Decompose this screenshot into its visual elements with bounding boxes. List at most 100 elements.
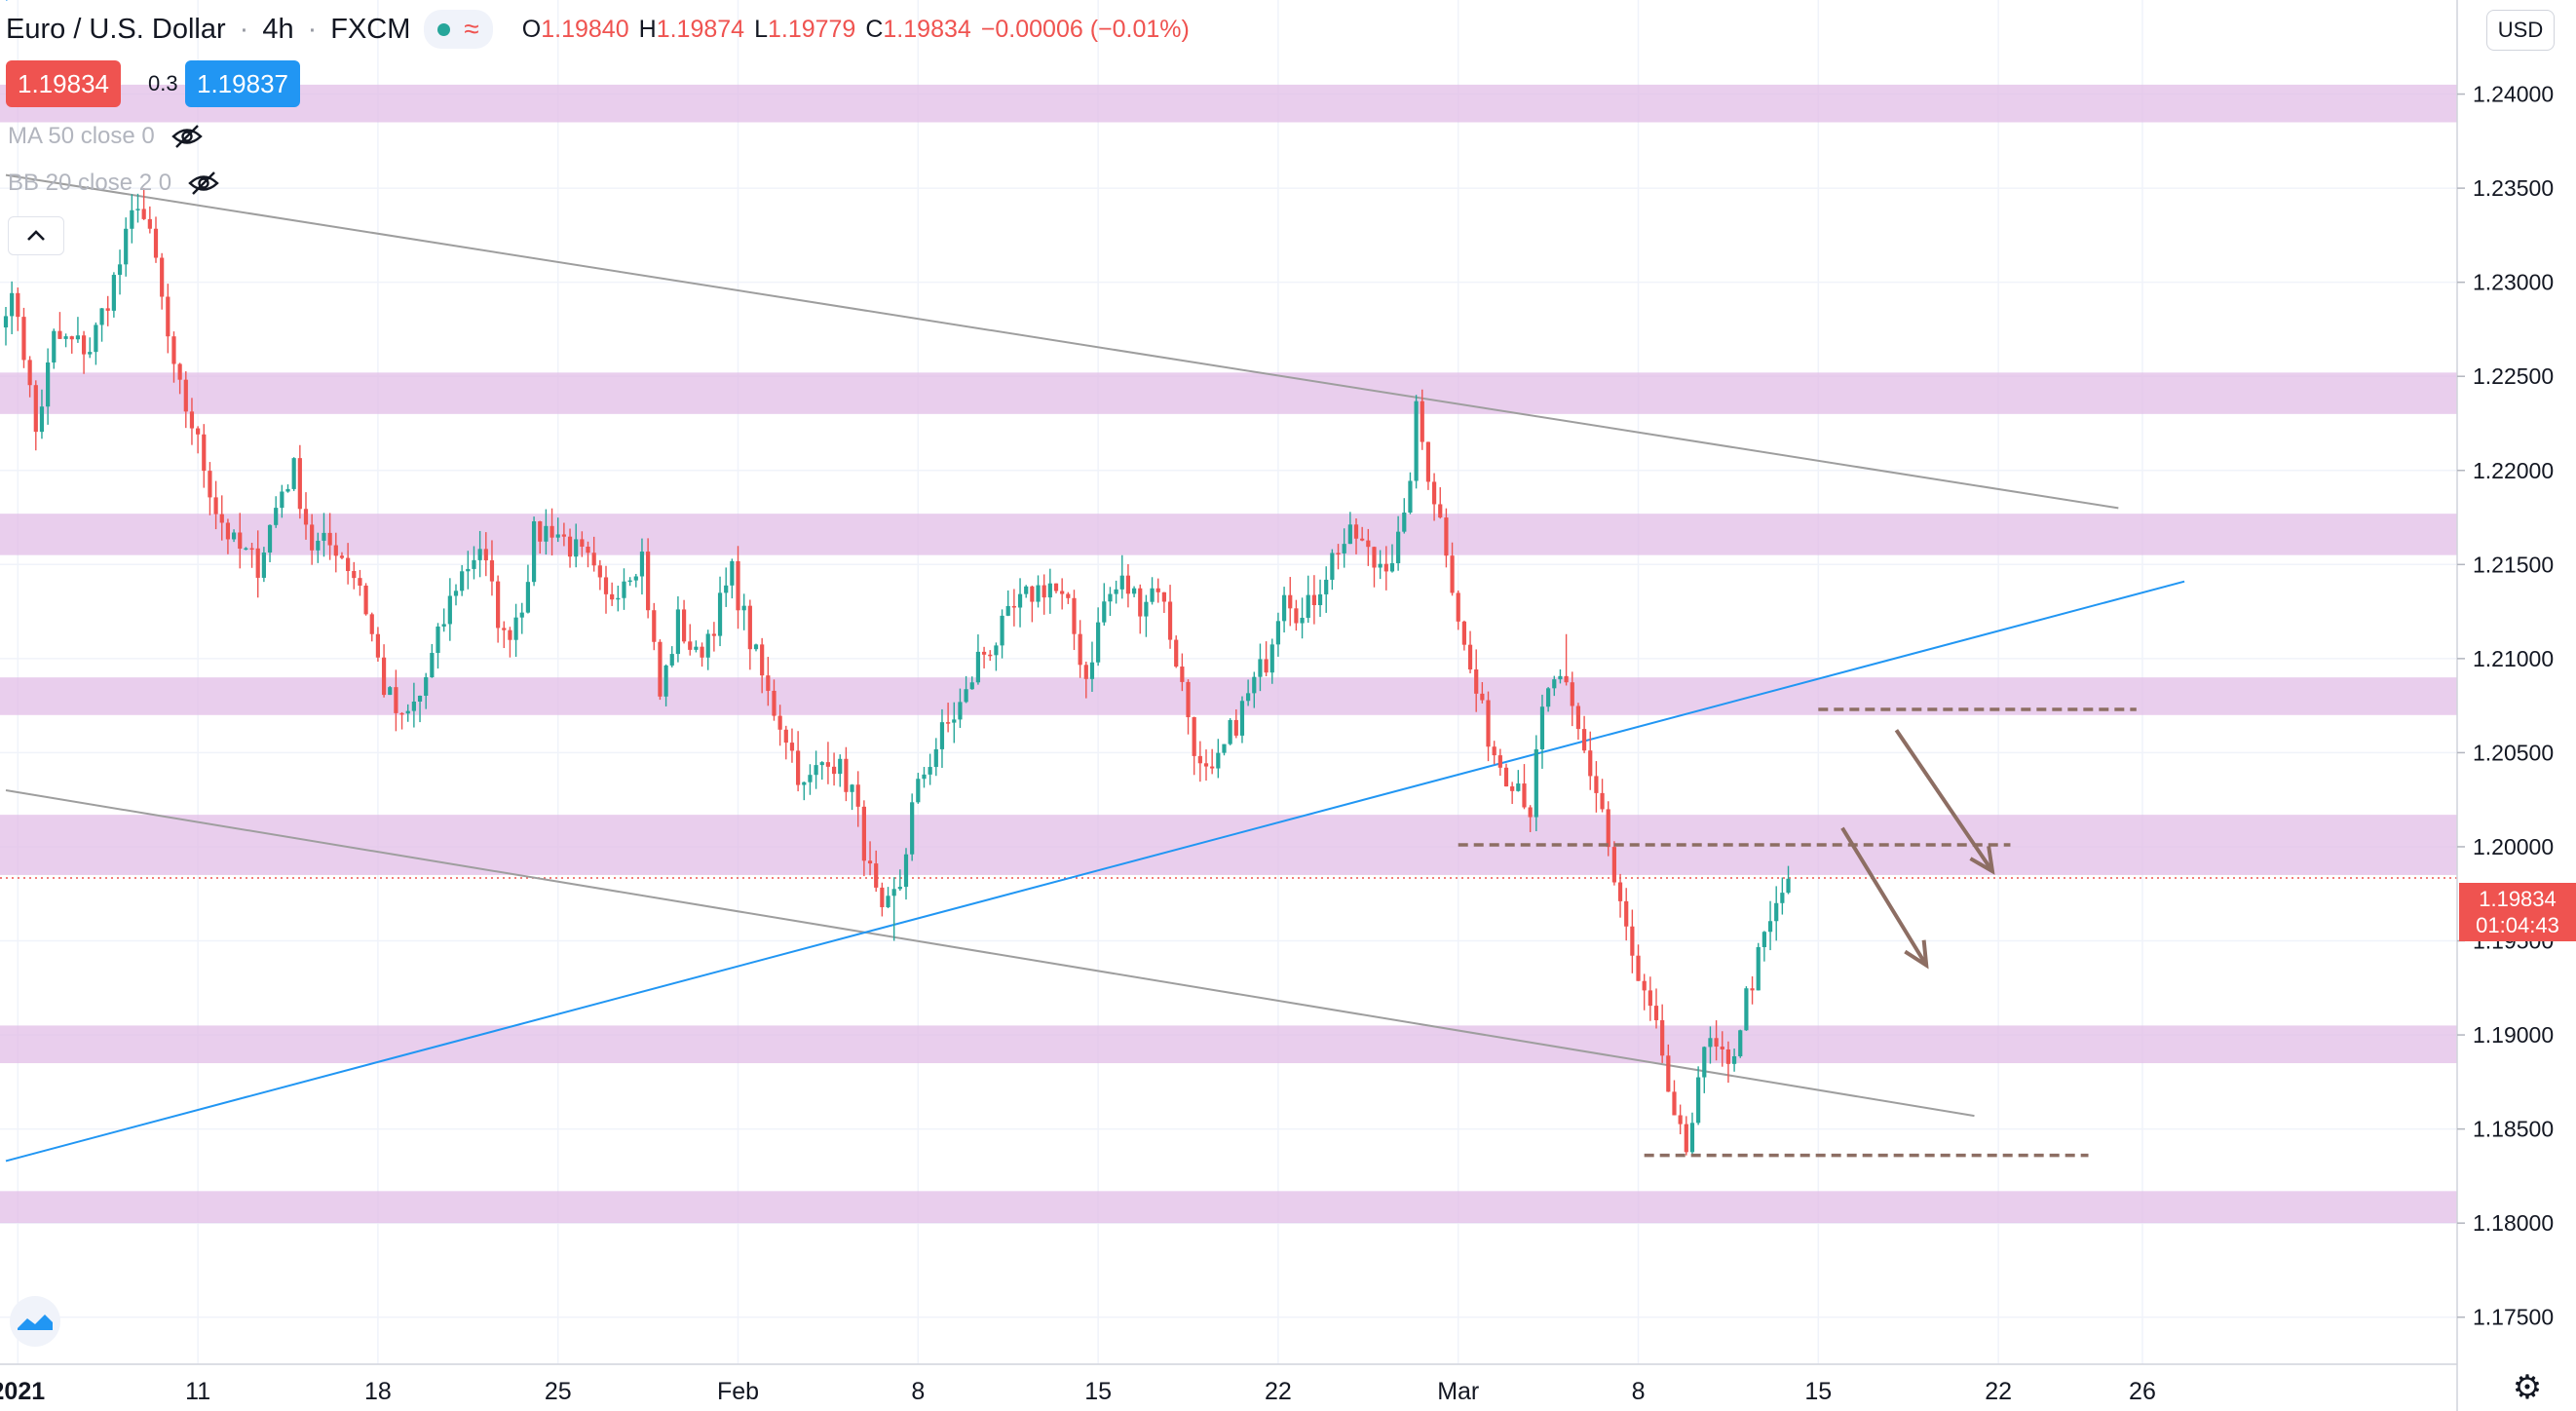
market-status[interactable]: ≈ [424, 10, 493, 49]
eye-crossed-icon[interactable] [170, 124, 204, 149]
buy-button[interactable]: 1.19837 [185, 60, 300, 107]
candle-body [1353, 524, 1359, 539]
candle-body [430, 653, 435, 678]
price-tick-label: 1.23500 [2473, 175, 2554, 201]
candle-body [1581, 729, 1587, 751]
candle-body [381, 657, 387, 696]
collapse-legend-button[interactable] [8, 216, 64, 255]
candle-body [111, 275, 116, 311]
candle-body [1161, 591, 1166, 602]
symbol-title[interactable]: Euro / U.S. Dollar [6, 13, 226, 45]
close-value: 1.19834 [883, 15, 971, 43]
candle-body [1486, 700, 1491, 747]
candle-body [1053, 583, 1059, 591]
channel-line [5, 173, 2119, 510]
candle-body [1197, 755, 1202, 764]
candle-body [922, 774, 927, 780]
candle-body [1275, 621, 1281, 645]
candle-body [544, 525, 549, 542]
candle-body [586, 546, 590, 553]
time-tick-label: Mar [1437, 1378, 1479, 1405]
candle-body [700, 646, 704, 658]
sell-button[interactable]: 1.19834 [6, 60, 121, 107]
last-price-badge: 1.19834 01:04:43 [2459, 883, 2576, 941]
interval-label[interactable]: 4h [262, 13, 294, 45]
candle-body [1636, 955, 1641, 981]
time-tick-label: 22 [1985, 1378, 2012, 1405]
candle-body [591, 553, 596, 566]
change-value: −0.00006 (−0.01%) [980, 15, 1190, 43]
time-tick-label: 8 [1632, 1378, 1646, 1405]
candle-body [1611, 847, 1616, 883]
chevron-up-icon [27, 230, 45, 241]
candle-body [46, 362, 51, 407]
candle-body [339, 555, 345, 558]
candle-body [616, 597, 621, 600]
candle-body [231, 532, 237, 540]
candle-body [153, 228, 159, 258]
approx-icon: ≈ [464, 14, 479, 44]
currency-button[interactable]: USD [2486, 10, 2555, 51]
time-tick-label: 22 [1265, 1378, 1292, 1405]
candle-body [825, 762, 831, 767]
candle-body [69, 336, 74, 340]
candle-body [1450, 555, 1455, 593]
candle-body [1396, 531, 1401, 563]
tradingview-logo-icon[interactable] [10, 1296, 60, 1347]
candle-body [1438, 504, 1443, 518]
time-tick-label: 2021 [0, 1378, 45, 1405]
candle-body [1342, 544, 1346, 553]
price-tick-label: 1.19000 [2473, 1022, 2554, 1048]
candle-body [519, 612, 524, 618]
candle-body [531, 521, 537, 583]
candle-body [1774, 902, 1779, 922]
candle-body [417, 695, 423, 702]
candle-body [75, 335, 81, 340]
indicator-ma[interactable]: MA 50 close 0 [8, 123, 204, 150]
candle-body [1174, 639, 1179, 667]
candle-body [886, 896, 890, 907]
price-tick-label: 1.21500 [2473, 552, 2554, 577]
candle-body [867, 860, 873, 864]
candle-body [1306, 594, 1310, 618]
exchange-label: FXCM [330, 13, 411, 45]
bar-countdown: 01:04:43 [2476, 913, 2559, 937]
candle-body [916, 779, 921, 803]
candle-body [1480, 693, 1485, 701]
open-value: 1.19840 [541, 15, 629, 43]
candle-body [1186, 681, 1191, 717]
sr-zone [0, 1191, 2457, 1224]
candle-body [358, 578, 362, 586]
eye-crossed-icon[interactable] [187, 171, 220, 196]
candle-body [669, 654, 674, 666]
candle-body [831, 766, 837, 775]
candle-body [1570, 682, 1574, 706]
candle-body [1750, 988, 1755, 991]
candle-body [177, 363, 182, 380]
low-value: 1.19779 [767, 15, 856, 43]
candle-body [141, 209, 146, 219]
candle-body [928, 767, 932, 775]
price-axis-bg [2457, 0, 2576, 1411]
candle-body [1708, 1038, 1713, 1048]
price-tick-label: 1.18500 [2473, 1117, 2554, 1142]
candle-body [1539, 706, 1545, 749]
arrow-shaft [1840, 826, 1928, 967]
indicator-bb[interactable]: BB 20 close 2 0 [8, 170, 220, 197]
candle-body [1575, 706, 1581, 730]
candle-body [903, 854, 909, 888]
gear-icon[interactable]: ⚙ [2512, 1369, 2543, 1406]
candle-body [603, 577, 609, 594]
candle-body [766, 675, 771, 691]
candle-body [1767, 921, 1773, 933]
price-tick-label: 1.20500 [2473, 740, 2554, 765]
candle-body [1239, 701, 1245, 736]
time-tick-label: 18 [364, 1378, 392, 1405]
candle-body [117, 264, 123, 276]
price-tick-label: 1.23000 [2473, 270, 2554, 295]
candle-body [1492, 746, 1496, 756]
candle-body [880, 887, 885, 907]
candle-body [460, 571, 465, 591]
candle-body [850, 784, 854, 792]
